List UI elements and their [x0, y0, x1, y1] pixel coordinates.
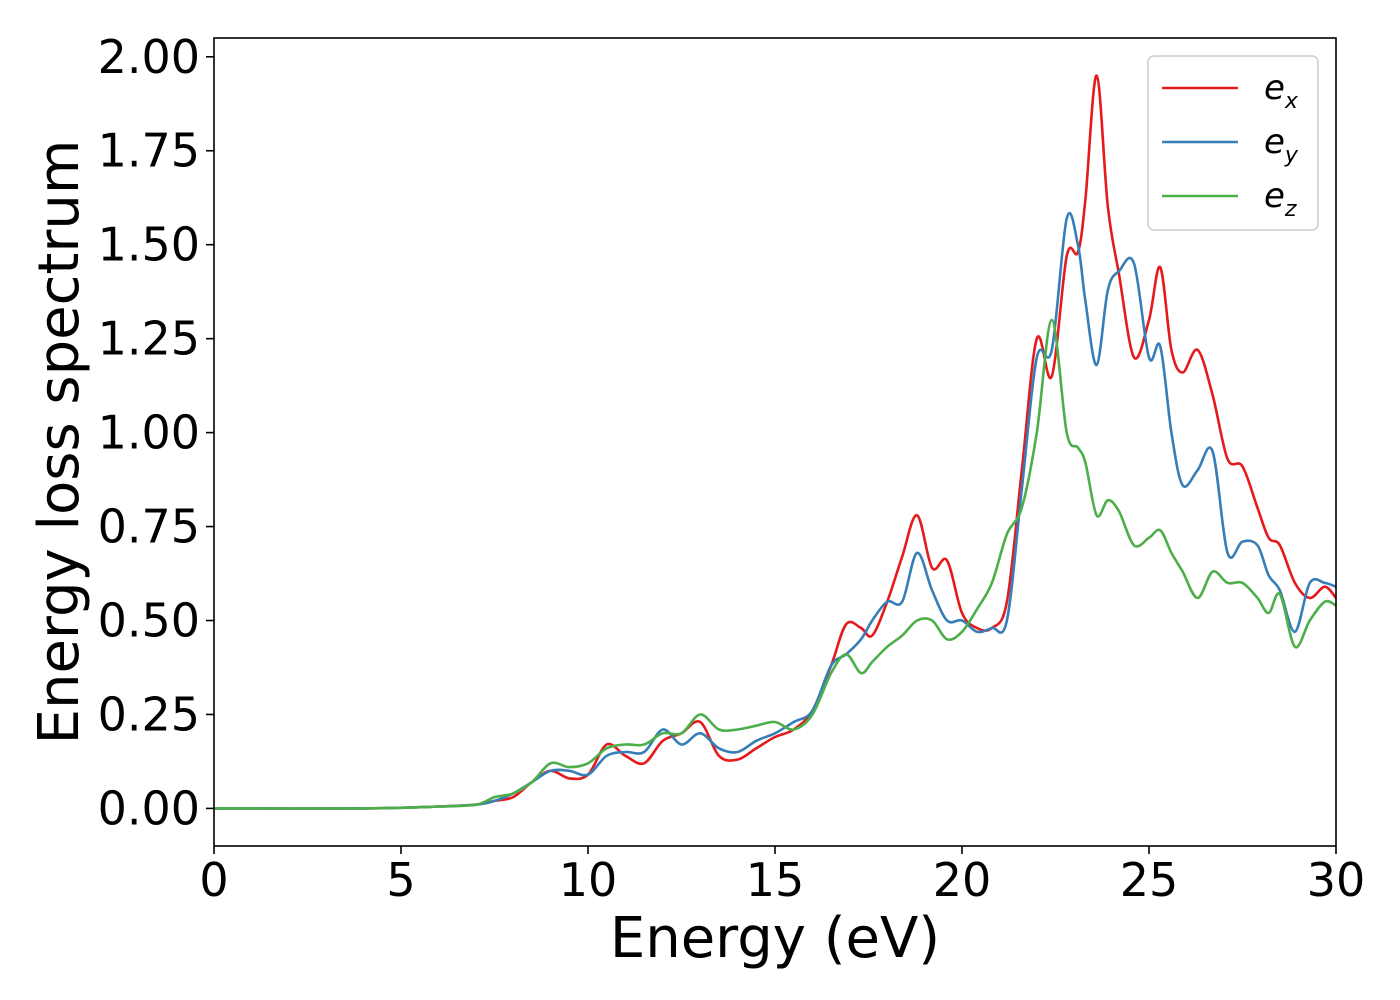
- series-line-x: [213, 74, 1337, 810]
- y-axis-label: Energy loss spectrum: [27, 140, 92, 745]
- series-line-z: [213, 318, 1337, 810]
- x-tick-label: 15: [746, 853, 805, 907]
- y-tick-label: 0.25: [98, 687, 200, 741]
- x-tick-label: 10: [559, 853, 618, 907]
- series-line-y: [213, 211, 1337, 810]
- x-tick-label: 20: [933, 853, 992, 907]
- x-axis: 0 5 10 15 20 25 30: [199, 846, 1365, 907]
- y-tick-label: 0.75: [98, 500, 200, 554]
- y-tick-label: 1.75: [98, 124, 200, 178]
- y-tick-label: 1.50: [98, 218, 200, 272]
- x-tick-label: 30: [1307, 853, 1366, 907]
- x-axis-label: Energy (eV): [610, 906, 940, 971]
- y-tick-label: 1.00: [98, 406, 200, 460]
- y-axis: 0.00 0.25 0.50 0.75 1.00 1.25 1.50 1.75 2.00: [98, 30, 214, 835]
- series-lines: [213, 74, 1337, 810]
- y-tick-label: 2.00: [98, 30, 200, 84]
- x-tick-label: 5: [386, 853, 415, 907]
- x-tick-label: 25: [1120, 853, 1179, 907]
- y-tick-label: 1.25: [98, 312, 200, 366]
- x-tick-label: 0: [199, 853, 228, 907]
- y-tick-label: 0.50: [98, 594, 200, 648]
- y-tick-label: 0.00: [98, 781, 200, 835]
